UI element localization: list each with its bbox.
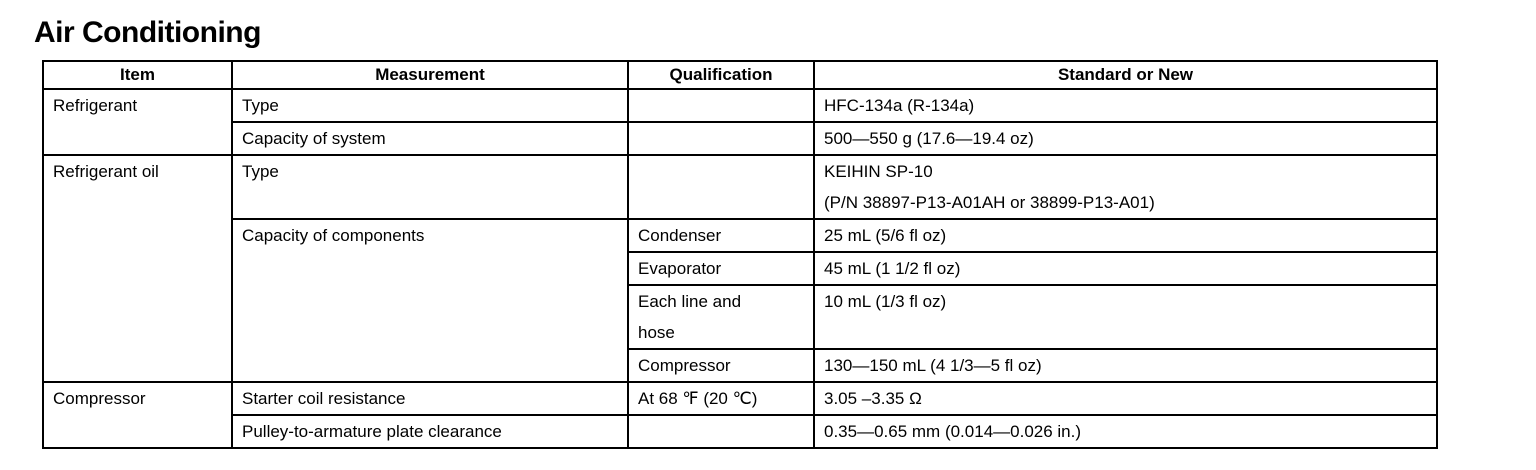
standard-line: (P/N 38897-P13-A01AH or 38899-P13-A01) <box>824 193 1155 212</box>
standard-cell: KEIHIN SP-10 (P/N 38897-P13-A01AH or 388… <box>813 154 1438 220</box>
standard-cell: 3.05 –3.35 Ω <box>813 381 1438 416</box>
page-title: Air Conditioning <box>34 16 261 49</box>
qualification-cell <box>627 121 815 156</box>
measurement-cell: Starter coil resistance <box>231 381 629 416</box>
measurement-cell: Type <box>231 154 629 220</box>
header-measurement: Measurement <box>231 60 629 90</box>
table-row: Compressor Starter coil resistance At 68… <box>42 381 1438 449</box>
qualification-cell: Compressor <box>627 348 815 383</box>
table-row: Pulley-to-armature plate clearance 0.35—… <box>43 414 1438 449</box>
measurement-cell: Capacity of system <box>231 121 629 156</box>
measurement-cell: Capacity of components <box>231 218 629 383</box>
measurement-cell: Pulley-to-armature plate clearance <box>231 414 629 449</box>
table-row: Capacity of system 500—550 g (17.6—19.4 … <box>43 121 1438 156</box>
qualification-line: hose <box>638 323 675 342</box>
header-qualification: Qualification <box>627 60 815 90</box>
qualification-line: Each line and <box>638 292 742 311</box>
table-row: Refrigerant oil Type KEIHIN SP-10 (P/N 3… <box>42 154 1438 383</box>
qualification-cell <box>627 88 815 123</box>
qualification-cell: Each line and hose <box>627 284 815 350</box>
standard-cell: 130—150 mL (4 1/3—5 fl oz) <box>813 348 1438 383</box>
qualification-cell: Evaporator <box>627 251 815 286</box>
qualification-cell: Condenser <box>627 218 815 253</box>
table-row: Capacity of components Condenser 25 mL (… <box>43 218 1438 383</box>
standard-cell: 10 mL (1/3 fl oz) <box>813 284 1438 350</box>
qualification-cell <box>627 154 815 220</box>
table-row: Evaporator 45 mL (1 1/2 fl oz) <box>43 251 1438 286</box>
header-row: Item Measurement Qualification Standard … <box>42 60 1438 90</box>
standard-cell: HFC-134a (R-134a) <box>813 88 1438 123</box>
specs-table: Item Measurement Qualification Standard … <box>42 60 1438 449</box>
table-row: Refrigerant Type HFC-134a (R-134a) <box>42 88 1438 156</box>
qualification-cell <box>627 414 815 449</box>
table-row: Each line and hose 10 mL (1/3 fl oz) <box>43 284 1438 350</box>
standard-cell: 0.35—0.65 mm (0.014—0.026 in.) <box>813 414 1438 449</box>
table-row: Compressor 130—150 mL (4 1/3—5 fl oz) <box>43 348 1438 383</box>
header-standard: Standard or New <box>813 60 1438 90</box>
header-item: Item <box>42 60 233 90</box>
standard-cell: 25 mL (5/6 fl oz) <box>813 218 1438 253</box>
measurement-cell: Type <box>231 88 629 123</box>
item-cell: Refrigerant <box>42 88 233 156</box>
standard-cell: 500—550 g (17.6—19.4 oz) <box>813 121 1438 156</box>
qualification-cell: At 68 ℉ (20 ℃) <box>627 381 815 416</box>
item-cell: Compressor <box>42 381 233 449</box>
item-cell: Refrigerant oil <box>42 154 233 383</box>
standard-line: KEIHIN SP-10 <box>824 162 933 181</box>
standard-cell: 45 mL (1 1/2 fl oz) <box>813 251 1438 286</box>
